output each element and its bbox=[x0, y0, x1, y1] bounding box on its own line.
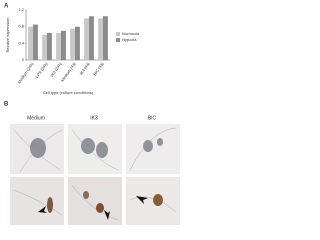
y-tick-label: 0.8 bbox=[18, 24, 24, 29]
x-tick-label: IK3 (4d) bbox=[78, 61, 91, 76]
bar bbox=[61, 30, 66, 60]
legend-label: Normoxia bbox=[122, 31, 140, 36]
panel-label: A bbox=[4, 4, 9, 10]
y-tick-label: 1.2 bbox=[18, 7, 24, 12]
bar bbox=[33, 24, 38, 60]
bar bbox=[75, 26, 80, 61]
bar bbox=[28, 26, 33, 61]
column-header: BIC bbox=[148, 115, 157, 121]
column-header: IK3 bbox=[90, 115, 98, 121]
x-tick-label: Medium (24h) bbox=[16, 61, 35, 85]
bar bbox=[89, 16, 94, 60]
bar bbox=[56, 32, 61, 60]
x-tick-label: LPS (24h) bbox=[34, 61, 49, 79]
legend-label: Hypoxia bbox=[122, 37, 137, 42]
micrograph bbox=[68, 124, 122, 174]
x-axis-label: Cell type (culture conditions) bbox=[43, 90, 94, 95]
y-axis-label: Relative expression bbox=[5, 18, 10, 53]
bar bbox=[70, 28, 75, 60]
micrographs bbox=[10, 124, 180, 225]
panel-label: B bbox=[4, 102, 9, 108]
micrograph bbox=[68, 177, 122, 225]
column-header: Medium bbox=[27, 115, 45, 121]
bar bbox=[47, 32, 52, 60]
y-tick-label: 0.4 bbox=[18, 40, 24, 45]
figure: A B Medium IK3 BIC 0 0.4 0.8 1.2 Relative ex… bbox=[4, 4, 180, 225]
bar bbox=[84, 18, 89, 60]
micrograph bbox=[126, 177, 180, 225]
legend-swatch bbox=[116, 38, 120, 42]
legend-swatch bbox=[116, 32, 120, 36]
x-tick-label: IK3 (24h) bbox=[49, 61, 63, 78]
micrograph bbox=[10, 177, 64, 225]
micrograph bbox=[126, 124, 180, 174]
bar bbox=[98, 18, 103, 60]
bar bbox=[103, 16, 108, 60]
x-tick-label: BIC (4d) bbox=[92, 61, 105, 77]
bar bbox=[42, 35, 47, 60]
y-tick-label: 0 bbox=[22, 57, 25, 62]
